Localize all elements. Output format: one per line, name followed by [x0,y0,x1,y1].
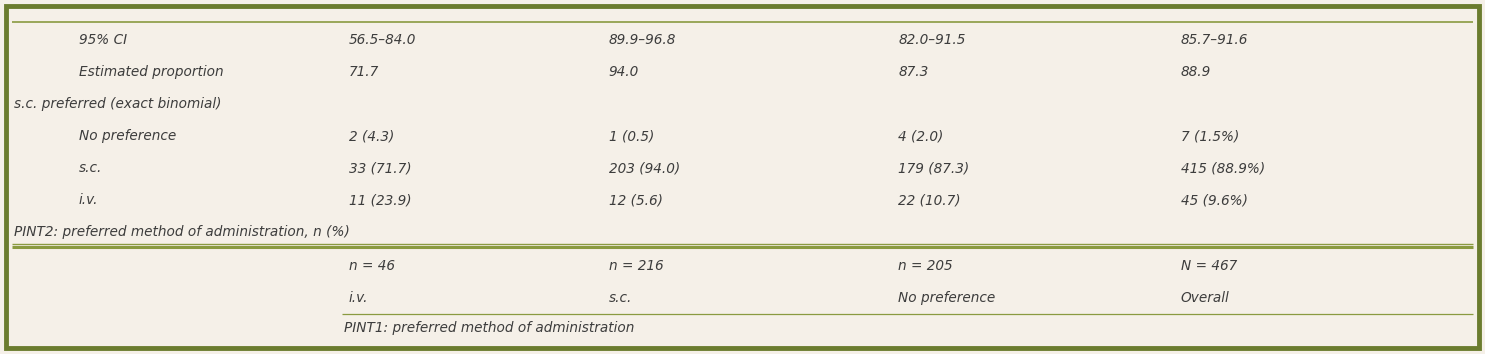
Text: 87.3: 87.3 [898,65,928,79]
Text: No preference: No preference [79,129,175,143]
Text: 56.5–84.0: 56.5–84.0 [349,33,416,47]
Text: i.v.: i.v. [349,291,368,305]
Text: n = 46: n = 46 [349,259,395,273]
Text: n = 216: n = 216 [609,259,664,273]
Text: 22 (10.7): 22 (10.7) [898,193,961,207]
Text: 85.7–91.6: 85.7–91.6 [1181,33,1247,47]
Text: 203 (94.0): 203 (94.0) [609,161,680,175]
Text: s.c.: s.c. [79,161,102,175]
Text: s.c. preferred (exact binomial): s.c. preferred (exact binomial) [13,97,221,111]
Text: N = 467: N = 467 [1181,259,1237,273]
Text: 12 (5.6): 12 (5.6) [609,193,662,207]
Text: Estimated proportion: Estimated proportion [79,65,223,79]
Text: 415 (88.9%): 415 (88.9%) [1181,161,1265,175]
Text: 2 (4.3): 2 (4.3) [349,129,395,143]
Text: 33 (71.7): 33 (71.7) [349,161,411,175]
Text: 95% CI: 95% CI [79,33,126,47]
Text: 11 (23.9): 11 (23.9) [349,193,411,207]
Text: 4 (2.0): 4 (2.0) [898,129,944,143]
Text: 88.9: 88.9 [1181,65,1210,79]
Text: No preference: No preference [898,291,995,305]
Text: 179 (87.3): 179 (87.3) [898,161,970,175]
Text: PINT2: preferred method of administration, n (%): PINT2: preferred method of administratio… [13,225,350,239]
Text: 1 (0.5): 1 (0.5) [609,129,655,143]
Text: 89.9–96.8: 89.9–96.8 [609,33,676,47]
Text: 7 (1.5%): 7 (1.5%) [1181,129,1238,143]
Text: 82.0–91.5: 82.0–91.5 [898,33,965,47]
Text: 94.0: 94.0 [609,65,639,79]
Text: n = 205: n = 205 [898,259,953,273]
Text: Overall: Overall [1181,291,1230,305]
Text: s.c.: s.c. [609,291,633,305]
Text: 45 (9.6%): 45 (9.6%) [1181,193,1247,207]
Text: PINT1: preferred method of administration: PINT1: preferred method of administratio… [345,321,634,335]
Text: 71.7: 71.7 [349,65,379,79]
Text: i.v.: i.v. [79,193,98,207]
